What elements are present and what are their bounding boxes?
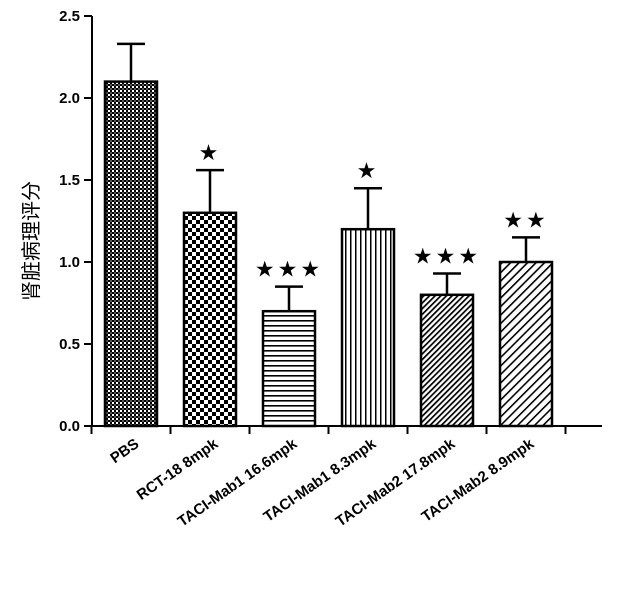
bar [340,227,396,428]
y-axis-label-group: 肾脏病理评分 [19,181,43,301]
significance-stars: ★ [357,159,380,184]
bar [419,293,475,428]
significance-stars: ★ [199,141,222,166]
y-axis-title: 肾脏病理评分 [19,181,43,301]
bars: PBS★RCT-18 8mpk★★★TACI-Mab1 16.6mpk★TACI… [103,42,554,530]
significance-stars: ★★★ [413,244,481,269]
y-tick-label: 1.0 [59,254,80,271]
x-tick-label: PBS [107,435,142,467]
y-tick-label: 1.5 [59,172,80,189]
bar [261,309,317,428]
significance-stars: ★★★ [255,258,323,283]
bar [103,80,159,428]
y-tick-label: 0.5 [59,336,80,353]
significance-stars: ★★ [503,208,548,233]
y-tick-label: 2.5 [59,8,80,25]
y-tick-label: 2.0 [59,90,80,107]
bar [182,211,238,428]
axes: 0.0 0.5 1.0 1.5 2.0 2.5 [59,8,602,435]
bar [498,260,554,428]
y-tick-label: 0.0 [59,418,80,435]
bar-group: PBS [103,42,159,467]
